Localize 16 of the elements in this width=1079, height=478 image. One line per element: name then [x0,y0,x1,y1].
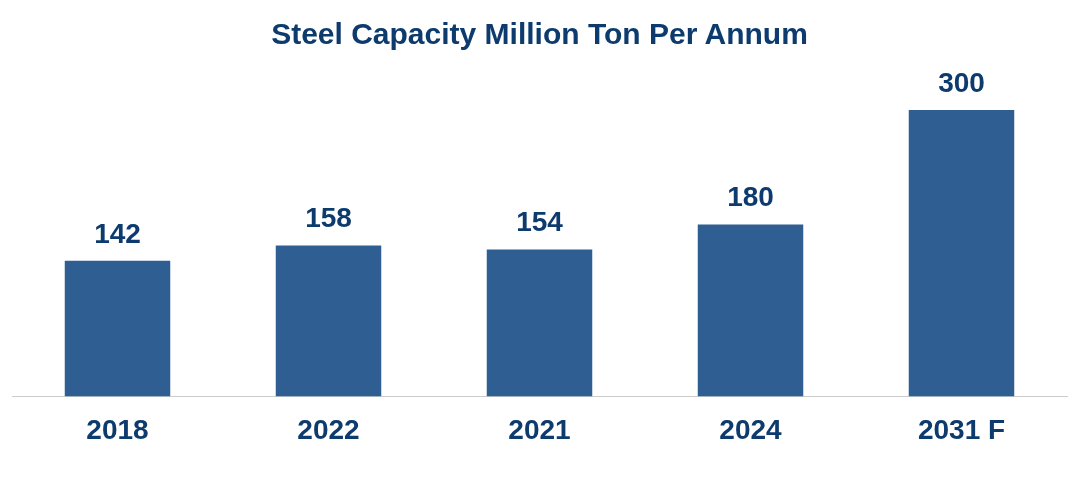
bar [275,245,382,397]
chart-title: Steel Capacity Million Ton Per Annum [271,17,808,51]
x-tick-label: 2031 F [917,413,1006,445]
data-label: 154 [516,206,564,238]
x-tick-label: 2021 [508,413,571,445]
data-label: 158 [305,202,352,234]
data-label: 300 [938,66,985,98]
x-tick-label: 2022 [297,413,360,445]
data-label: 180 [727,181,774,213]
data-label: 142 [94,217,141,249]
bar [908,110,1015,397]
bar [486,249,593,397]
bar [697,224,804,397]
x-tick-label: 2024 [719,413,783,445]
bar [64,260,171,397]
x-tick-label: 2018 [86,413,149,445]
